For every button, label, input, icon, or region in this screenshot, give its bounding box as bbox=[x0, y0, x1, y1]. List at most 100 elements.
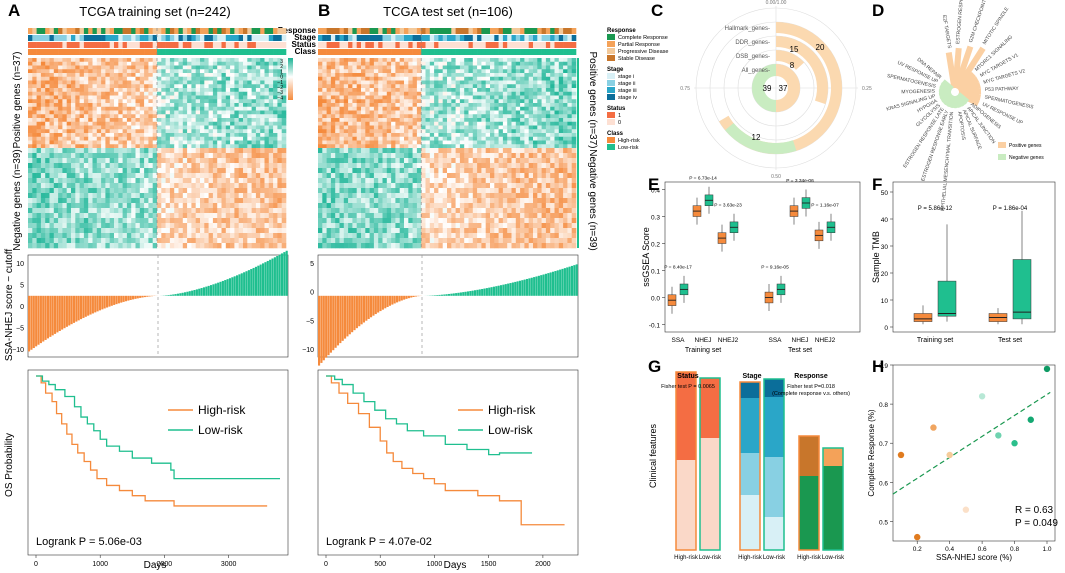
annotation-cell bbox=[144, 42, 149, 48]
heatmap-cell bbox=[96, 233, 102, 239]
heatmap-cell bbox=[204, 158, 209, 164]
heatmap-cell bbox=[144, 238, 149, 244]
heatmap-cell bbox=[369, 73, 375, 78]
heatmap-cell bbox=[326, 69, 332, 74]
heatmap-cell bbox=[204, 228, 209, 234]
heatmap-cell bbox=[255, 173, 261, 179]
heatmap-cell bbox=[511, 121, 517, 126]
heatmap-cell bbox=[348, 99, 353, 104]
heatmap-cell bbox=[412, 168, 418, 174]
heatmap-cell bbox=[161, 133, 166, 138]
heatmap-cell bbox=[373, 163, 379, 169]
heatmap-cell bbox=[507, 118, 512, 123]
heatmap-cell bbox=[71, 163, 76, 169]
heatmap-cell bbox=[139, 136, 145, 141]
heatmap-cell bbox=[251, 153, 257, 159]
heatmap-cell bbox=[567, 178, 572, 184]
heatmap-cell bbox=[260, 183, 265, 189]
heatmap-cell bbox=[105, 121, 110, 126]
heatmap-cell bbox=[92, 76, 98, 81]
annotation-cell bbox=[335, 28, 340, 34]
heatmap-cell bbox=[217, 61, 222, 66]
heatmap-cell bbox=[260, 238, 265, 244]
heatmap-cell bbox=[131, 103, 136, 108]
heatmap-cell bbox=[416, 148, 422, 154]
heatmap-cell bbox=[447, 69, 452, 74]
heatmap-cell bbox=[105, 223, 110, 229]
heatmap-cell bbox=[545, 129, 551, 134]
heatmap-cell bbox=[88, 140, 93, 145]
heatmap-cell bbox=[230, 118, 235, 123]
heatmap-cell bbox=[230, 243, 235, 249]
heatmap-cell bbox=[322, 140, 327, 145]
heatmap-cell bbox=[477, 69, 482, 74]
heatmap-cell bbox=[71, 144, 76, 149]
heatmap-cell bbox=[524, 110, 529, 115]
heatmap-cell bbox=[485, 103, 491, 108]
heatmap-cell bbox=[88, 136, 93, 141]
heatmap-cell bbox=[58, 203, 63, 209]
heatmap-cell bbox=[114, 58, 119, 63]
heatmap-cell bbox=[178, 153, 184, 159]
heatmap-cell bbox=[109, 125, 115, 130]
heatmap-cell bbox=[230, 125, 235, 130]
heatmap-cell bbox=[477, 168, 482, 174]
heatmap-cell bbox=[71, 238, 76, 244]
heatmap-cell bbox=[268, 95, 274, 100]
heatmap-cell bbox=[161, 118, 166, 123]
heatmap-cell bbox=[277, 178, 282, 184]
annotation-cell bbox=[404, 35, 409, 41]
annotation-cell bbox=[507, 35, 512, 41]
heatmap-cell bbox=[161, 193, 166, 199]
heatmap-cell bbox=[386, 173, 392, 179]
heatmap-cell bbox=[273, 95, 278, 100]
heatmap-cell bbox=[264, 208, 270, 214]
heatmap-cell bbox=[212, 76, 218, 81]
heatmap-cell bbox=[468, 136, 474, 141]
heatmap-cell bbox=[118, 203, 123, 209]
heatmap-cell bbox=[152, 148, 158, 154]
heatmap-cell bbox=[264, 140, 270, 145]
heatmap-cell bbox=[58, 213, 63, 219]
heatmap-cell bbox=[378, 153, 383, 159]
heatmap-cell bbox=[451, 110, 456, 115]
heatmap-cell bbox=[247, 213, 252, 219]
heatmap-cell bbox=[260, 188, 265, 194]
heatmap-cell bbox=[343, 58, 349, 63]
heatmap-cell bbox=[507, 69, 512, 74]
heatmap-cell bbox=[49, 173, 55, 179]
heatmap-cell bbox=[545, 125, 551, 130]
heatmap-cell bbox=[251, 91, 257, 96]
heatmap-cell bbox=[425, 129, 431, 134]
heatmap-cell bbox=[122, 114, 128, 119]
heatmap-cell bbox=[343, 73, 349, 78]
heatmap-cell bbox=[58, 133, 63, 138]
heatmap-cell bbox=[126, 69, 132, 74]
heatmap-cell bbox=[75, 88, 80, 93]
annotation-cell bbox=[399, 35, 405, 41]
heatmap-cell bbox=[191, 88, 196, 93]
heatmap-cell bbox=[105, 233, 110, 239]
heatmap-cell bbox=[412, 99, 418, 104]
heatmap-cell bbox=[169, 178, 175, 184]
heatmap-cell bbox=[451, 178, 456, 184]
heatmap-cell bbox=[494, 65, 499, 70]
heatmap-cell bbox=[528, 133, 534, 138]
heatmap-cell bbox=[122, 65, 128, 70]
annotation-cell bbox=[567, 49, 572, 55]
heatmap-cell bbox=[352, 106, 357, 111]
heatmap-cell bbox=[187, 140, 192, 145]
heatmap-cell bbox=[144, 69, 149, 74]
heatmap-cell bbox=[335, 106, 340, 111]
heatmap-cell bbox=[114, 73, 119, 78]
annotation-cell bbox=[330, 49, 336, 55]
heatmap-cell bbox=[464, 110, 469, 115]
heatmap-cell bbox=[511, 61, 517, 66]
heatmap-cell bbox=[187, 118, 192, 123]
heatmap-cell bbox=[200, 65, 205, 70]
heatmap-cell bbox=[75, 144, 80, 149]
heatmap-cell bbox=[135, 58, 141, 63]
heatmap-cell bbox=[277, 238, 282, 244]
heatmap-cell bbox=[152, 168, 158, 174]
heatmap-cell bbox=[62, 106, 67, 111]
